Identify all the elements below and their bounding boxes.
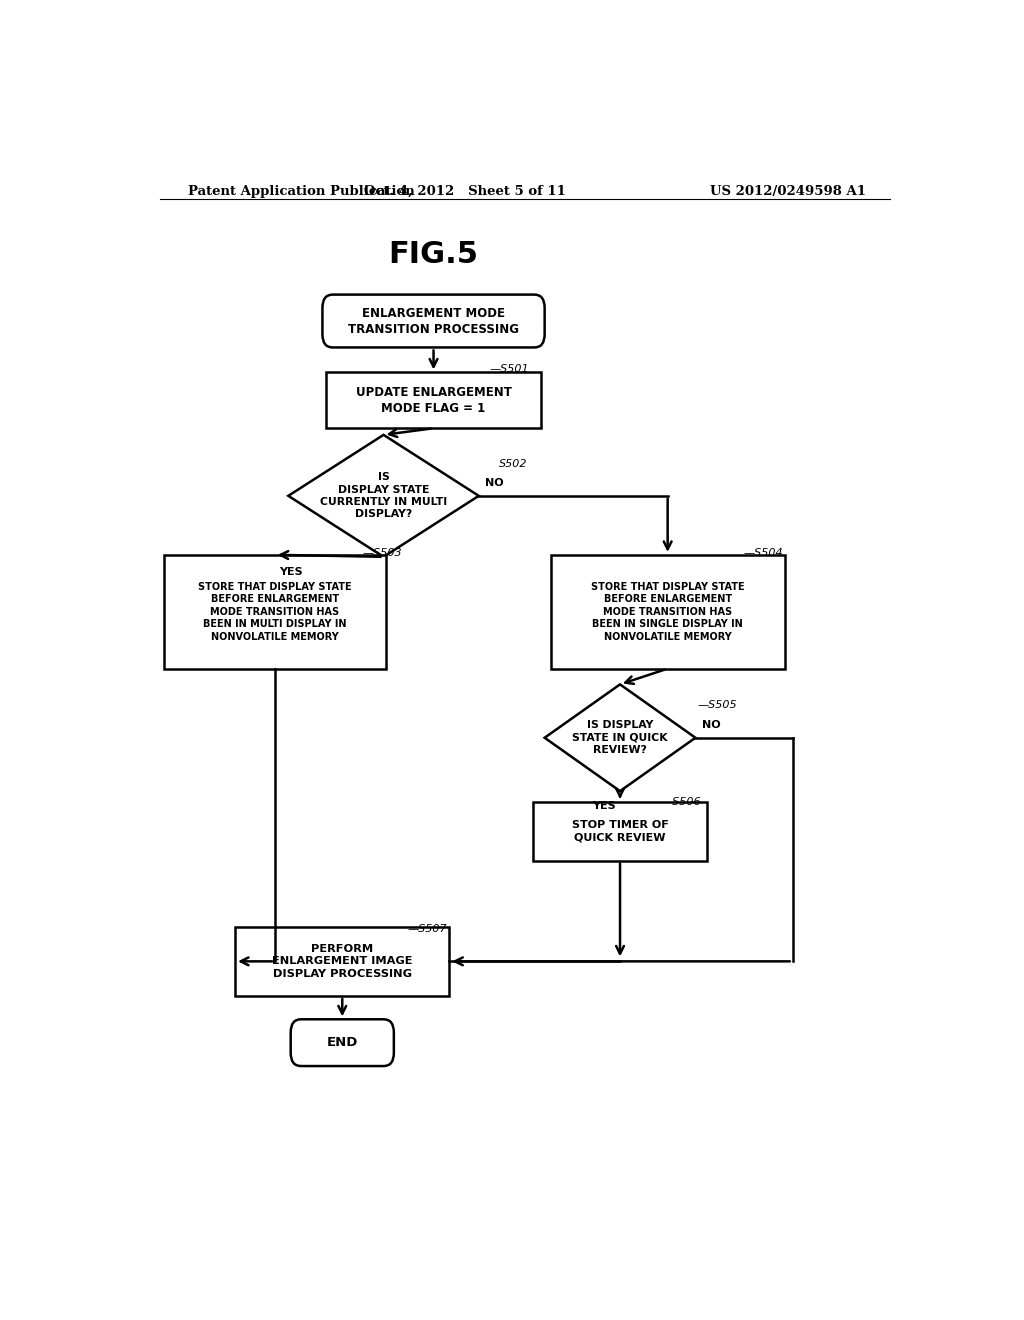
Text: IS DISPLAY
STATE IN QUICK
REVIEW?: IS DISPLAY STATE IN QUICK REVIEW? bbox=[572, 721, 668, 755]
Bar bbox=[236, 927, 450, 995]
Text: US 2012/0249598 A1: US 2012/0249598 A1 bbox=[710, 185, 866, 198]
Text: STORE THAT DISPLAY STATE
BEFORE ENLARGEMENT
MODE TRANSITION HAS
BEEN IN MULTI DI: STORE THAT DISPLAY STATE BEFORE ENLARGEM… bbox=[198, 582, 351, 642]
Text: —S507: —S507 bbox=[408, 924, 446, 933]
Text: —S501: —S501 bbox=[489, 364, 528, 374]
Text: STOP TIMER OF
QUICK REVIEW: STOP TIMER OF QUICK REVIEW bbox=[571, 820, 669, 842]
Polygon shape bbox=[289, 434, 479, 557]
Text: S502: S502 bbox=[500, 459, 528, 470]
Text: NO: NO bbox=[701, 719, 721, 730]
Text: YES: YES bbox=[593, 801, 616, 812]
Text: PERFORM
ENLARGEMENT IMAGE
DISPLAY PROCESSING: PERFORM ENLARGEMENT IMAGE DISPLAY PROCES… bbox=[272, 944, 413, 978]
Text: FIG.5: FIG.5 bbox=[388, 240, 478, 269]
Bar bbox=[164, 554, 386, 669]
Text: ENLARGEMENT MODE
TRANSITION PROCESSING: ENLARGEMENT MODE TRANSITION PROCESSING bbox=[348, 306, 519, 335]
Polygon shape bbox=[545, 684, 695, 791]
Text: STORE THAT DISPLAY STATE
BEFORE ENLARGEMENT
MODE TRANSITION HAS
BEEN IN SINGLE D: STORE THAT DISPLAY STATE BEFORE ENLARGEM… bbox=[591, 582, 744, 642]
Bar bbox=[551, 554, 784, 669]
FancyBboxPatch shape bbox=[323, 294, 545, 347]
Text: —S505: —S505 bbox=[697, 700, 737, 710]
Text: —S506: —S506 bbox=[662, 797, 700, 807]
Text: YES: YES bbox=[279, 568, 302, 577]
Text: —S504: —S504 bbox=[743, 548, 782, 558]
Text: UPDATE ENLARGEMENT
MODE FLAG = 1: UPDATE ENLARGEMENT MODE FLAG = 1 bbox=[355, 385, 511, 414]
Text: IS
DISPLAY STATE
CURRENTLY IN MULTI
DISPLAY?: IS DISPLAY STATE CURRENTLY IN MULTI DISP… bbox=[319, 473, 447, 520]
Text: Oct. 4, 2012   Sheet 5 of 11: Oct. 4, 2012 Sheet 5 of 11 bbox=[365, 185, 566, 198]
Text: END: END bbox=[327, 1036, 358, 1049]
Text: NO: NO bbox=[485, 478, 504, 487]
Text: —S503: —S503 bbox=[362, 548, 401, 558]
FancyBboxPatch shape bbox=[291, 1019, 394, 1067]
Text: Patent Application Publication: Patent Application Publication bbox=[187, 185, 415, 198]
Bar bbox=[532, 801, 708, 861]
Bar bbox=[327, 372, 541, 428]
